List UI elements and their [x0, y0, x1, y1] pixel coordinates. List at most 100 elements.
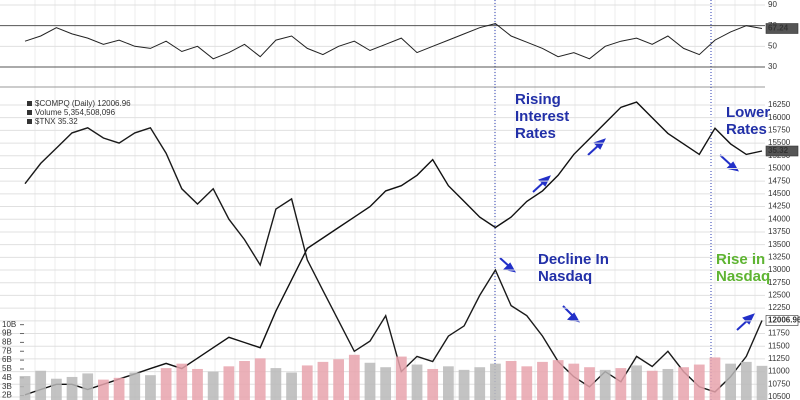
annotation: Interest [515, 108, 569, 125]
volume-bar [145, 375, 156, 400]
annotation: Lower [726, 104, 770, 121]
arrow-head [593, 138, 606, 150]
y-tick-label: 15750 [768, 125, 791, 134]
y-tick-label: 11500 [768, 341, 790, 350]
series-line [24, 126, 763, 393]
volume-bar [693, 364, 705, 400]
volume-bar [160, 368, 172, 400]
legend-swatch [27, 119, 32, 124]
volume-bar [411, 364, 423, 400]
volume-bar [239, 361, 250, 400]
volume-bar [490, 363, 501, 400]
volume-bar [395, 356, 407, 400]
series-line [24, 101, 763, 396]
y-tick-label: 11000 [768, 367, 790, 376]
y-tick-label: 15000 [768, 164, 791, 173]
arrow [719, 154, 733, 167]
y-tick-label: 15500 [768, 138, 791, 147]
y-tick-label: 9B [2, 329, 12, 338]
legend-label: $COMPQ (Daily) 12006.96 [35, 99, 131, 108]
y-tick-label: 10B [2, 320, 16, 329]
y-tick-label: 11750 [768, 329, 790, 338]
volume-bar [98, 379, 109, 400]
legend-name: $TNX [35, 117, 56, 126]
annotation: Rates [726, 121, 767, 138]
volume-bar [364, 362, 376, 400]
volume-bar [192, 368, 203, 400]
y-tick-label: 11250 [768, 354, 790, 363]
annotation: Rates [515, 125, 556, 142]
last-value-box [765, 145, 799, 157]
legend-value: 5,354,508,096 [64, 108, 116, 117]
legend-name: Volume [35, 108, 62, 117]
annotation: Decline In [538, 251, 609, 268]
y-tick-label: 16000 [768, 113, 791, 122]
y-tick-label: 12500 [768, 291, 791, 300]
last-value-label: 35.32 [768, 146, 789, 155]
y-tick-label: 13500 [768, 240, 791, 249]
y-tick-label: 3B [2, 382, 12, 391]
volume-bar [552, 360, 564, 400]
volume-bar [82, 373, 94, 400]
legend-label: Volume 5,354,508,096 [35, 108, 116, 117]
y-tick-label: 12250 [768, 303, 791, 312]
annotation: Rising [515, 91, 561, 108]
y-tick-label: 14000 [768, 214, 791, 223]
last-value-box [765, 23, 799, 34]
volume-bar [129, 372, 141, 400]
volume-bar [348, 354, 360, 400]
y-tick-label: 8B [2, 337, 12, 346]
volume-bar [50, 378, 62, 400]
volume-bar [333, 359, 344, 400]
volume-bar [207, 371, 219, 400]
volume-bar [662, 368, 674, 400]
y-tick-label: 30 [768, 62, 777, 71]
legend-swatch [27, 110, 32, 115]
volume-bar [458, 369, 470, 400]
last-value-label: 12006.96 [768, 316, 800, 325]
legend-label: $TNX 35.32 [35, 117, 78, 126]
y-tick-label: 10500 [768, 392, 791, 400]
y-tick-label: 10750 [768, 379, 791, 388]
volume-bar [427, 368, 439, 400]
y-tick-label: 5B [2, 364, 12, 373]
y-tick-label: 13750 [768, 227, 791, 236]
y-tick-label: 14500 [768, 189, 791, 198]
last-value-box [765, 315, 799, 326]
volume-bar [19, 376, 31, 400]
y-tick-label: 50 [768, 41, 777, 50]
legend-name: $COMPQ (Daily) [35, 99, 95, 108]
y-tick-label: 12750 [768, 278, 791, 287]
volume-bar [584, 367, 595, 400]
volume-bar [66, 376, 78, 400]
volume-bar [709, 357, 721, 400]
volume-bar [270, 368, 282, 400]
arrow-head [567, 312, 580, 323]
volume-bar [317, 361, 329, 400]
volume-bar [615, 368, 627, 400]
y-tick-label: 13000 [768, 265, 791, 274]
annotation: Rise in [716, 251, 765, 268]
volume-bar [521, 366, 533, 400]
volume-bar [505, 361, 517, 400]
volume-bar [35, 370, 47, 400]
volume-bar [756, 365, 768, 400]
volume-bar [678, 367, 689, 400]
volume-bar [646, 370, 658, 400]
arrows [499, 138, 755, 331]
volume-bar [301, 365, 313, 400]
volume-bar [380, 367, 392, 400]
y-tick-label: 14750 [768, 176, 791, 185]
annotation: Nasdaq [538, 268, 592, 285]
legend-swatch [27, 101, 32, 106]
y-tick-label: 90 [768, 0, 777, 9]
volume-bar [443, 366, 454, 400]
legend-value: 35.32 [58, 117, 79, 126]
y-tick-label: 6B [2, 355, 12, 364]
y-tick-label: 13250 [768, 252, 791, 261]
volume-bar [286, 372, 297, 400]
y-tick-label: 16250 [768, 100, 791, 109]
volume-bar [537, 361, 548, 400]
